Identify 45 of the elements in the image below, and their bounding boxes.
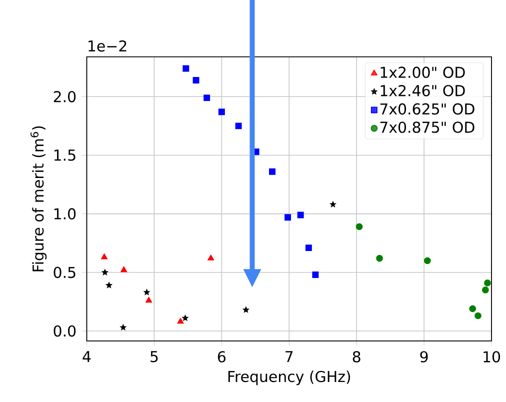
point <box>474 312 482 320</box>
point <box>305 244 312 252</box>
point <box>177 318 184 324</box>
point <box>482 286 489 294</box>
point <box>269 168 276 175</box>
x-tick-label: 7 <box>286 351 293 362</box>
point <box>469 305 476 312</box>
point <box>284 214 291 221</box>
x-axis-title: Frequency (GHz) <box>228 370 350 386</box>
y-tick-label: 2.0 <box>54 91 76 102</box>
point <box>204 94 210 102</box>
point <box>297 212 304 218</box>
point <box>243 306 249 313</box>
point <box>376 255 383 262</box>
x-tick-label: 8 <box>352 351 360 363</box>
y-tick-label: 0.5 <box>54 266 76 278</box>
y-tick-label: 1.0 <box>54 208 76 220</box>
point <box>102 269 108 276</box>
point <box>101 254 108 260</box>
point <box>356 223 363 230</box>
y-tick-label: 1.5 <box>54 150 76 161</box>
point <box>192 77 200 84</box>
point <box>235 122 242 130</box>
x-tick-label: 4 <box>82 351 91 362</box>
point <box>146 297 152 303</box>
point <box>106 282 112 288</box>
x-tick-label: 9 <box>420 351 428 363</box>
legend-label: 7x0.625" OD <box>380 103 474 115</box>
point <box>424 257 431 264</box>
x-tick-label: 6 <box>218 351 226 363</box>
point <box>484 280 491 286</box>
point <box>144 289 150 295</box>
x-tick-label: 5 <box>150 351 158 362</box>
x-tick-label: 10 <box>484 351 500 363</box>
text: 1e−2 <box>88 40 126 52</box>
legend-label: 1x2.46" OD <box>380 85 465 96</box>
y-axis-title: Figure of merit (m$^{6}$) <box>30 126 47 272</box>
point <box>312 272 319 278</box>
point <box>218 108 225 116</box>
y-tick-label: 0.0 <box>54 325 76 337</box>
point <box>120 266 128 272</box>
legend-label: 7x0.875" OD <box>380 122 474 134</box>
point <box>208 254 214 260</box>
point <box>182 65 190 72</box>
legend-label: 1x2.00" OD <box>380 66 465 78</box>
